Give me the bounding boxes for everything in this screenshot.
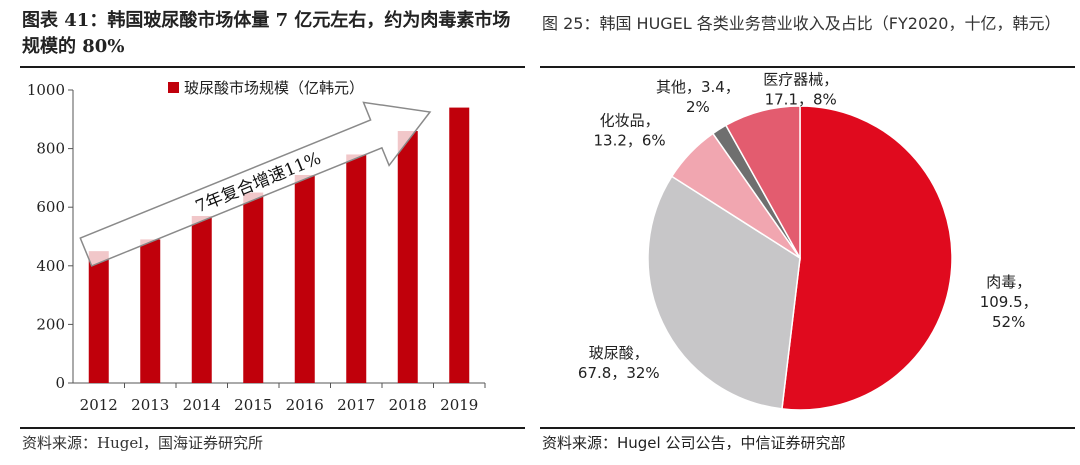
bar	[294, 174, 315, 383]
left-figure-title: 图表 41：韩国玻尿酸市场体量 7 亿元左右，约为肉毒素市场规模的 80%	[22, 10, 511, 57]
y-tick-label: 200	[36, 315, 65, 333]
right-figure-source: 资料来源：Hugel 公司公告，中信证券研究部	[542, 434, 846, 452]
slice-label-line: 医疗器械，	[763, 70, 838, 88]
x-tick-label: 2015	[234, 396, 272, 414]
slice-label: 玻尿酸， 67.8，32%	[578, 344, 660, 382]
x-tick-label: 2017	[337, 396, 375, 414]
x-tick-label: 2013	[131, 396, 169, 414]
y-tick-label: 1000	[27, 81, 65, 99]
y-tick-label: 600	[36, 198, 65, 216]
bar	[243, 192, 264, 383]
x-tick-label: 2012	[80, 396, 118, 414]
bar-chart: 0 200 400 600 800 1000 2012 2013 2014 2015 2016 201…	[27, 79, 486, 414]
slice-label-line: 17.1，8%	[765, 90, 837, 108]
slice-label: 其他，3.4， 2%	[656, 78, 740, 116]
slice-label-line: 肉毒，	[986, 273, 1031, 291]
right-figure-title: 图 25：韩国 HUGEL 各类业务营业收入及占比（FY2020，十亿，韩元）	[542, 14, 1061, 33]
slice-label-line: 52%	[992, 313, 1025, 331]
slice-label-line: 其他，3.4，	[656, 78, 740, 96]
slice-label-line: 67.8，32%	[578, 364, 660, 382]
pie-slice	[781, 105, 953, 411]
left-figure-source: 资料来源：Hugel，国海证券研究所	[22, 434, 264, 452]
bar	[88, 251, 109, 383]
slice-label-line: 109.5，	[980, 293, 1038, 311]
right-title-rule	[540, 66, 1075, 68]
y-tick-label: 800	[36, 140, 65, 158]
bar	[397, 131, 418, 383]
left-source-rule	[20, 427, 525, 429]
slice-label-line: 玻尿酸，	[589, 344, 649, 362]
slice-label: 化妆品， 13.2，6%	[593, 112, 665, 150]
slice-label-line: 13.2，6%	[593, 132, 665, 150]
slice-label-line: 化妆品，	[600, 112, 660, 130]
bar	[140, 239, 161, 383]
bar	[191, 215, 212, 383]
right-source-rule	[540, 427, 1075, 429]
legend-swatch	[168, 82, 179, 93]
x-tick-label: 2014	[183, 396, 221, 414]
left-title-rule	[20, 66, 525, 68]
x-tick-label: 2019	[440, 396, 478, 414]
pie-slice	[724, 105, 801, 261]
growth-arrow	[79, 101, 432, 267]
x-tick-label: 2016	[286, 396, 324, 414]
bar	[346, 154, 367, 383]
bar	[449, 107, 470, 383]
slice-label: 医疗器械， 17.1，8%	[763, 70, 838, 108]
right-figure: 图 25：韩国 HUGEL 各类业务营业收入及占比（FY2020，十亿，韩元） …	[540, 0, 1080, 465]
x-tick-label: 2018	[389, 396, 427, 414]
y-tick-label: 0	[55, 374, 65, 392]
legend-label: 玻尿酸市场规模（亿韩元）	[184, 79, 364, 97]
slice-label-line: 2%	[686, 98, 710, 116]
pie-chart: 肉毒， 109.5， 52% 玻尿酸， 67.8，32% 化妆品， 13.2，6% 其他，3.…	[578, 70, 1038, 411]
y-tick-label: 400	[36, 257, 65, 275]
slice-label: 肉毒， 109.5， 52%	[980, 273, 1038, 331]
